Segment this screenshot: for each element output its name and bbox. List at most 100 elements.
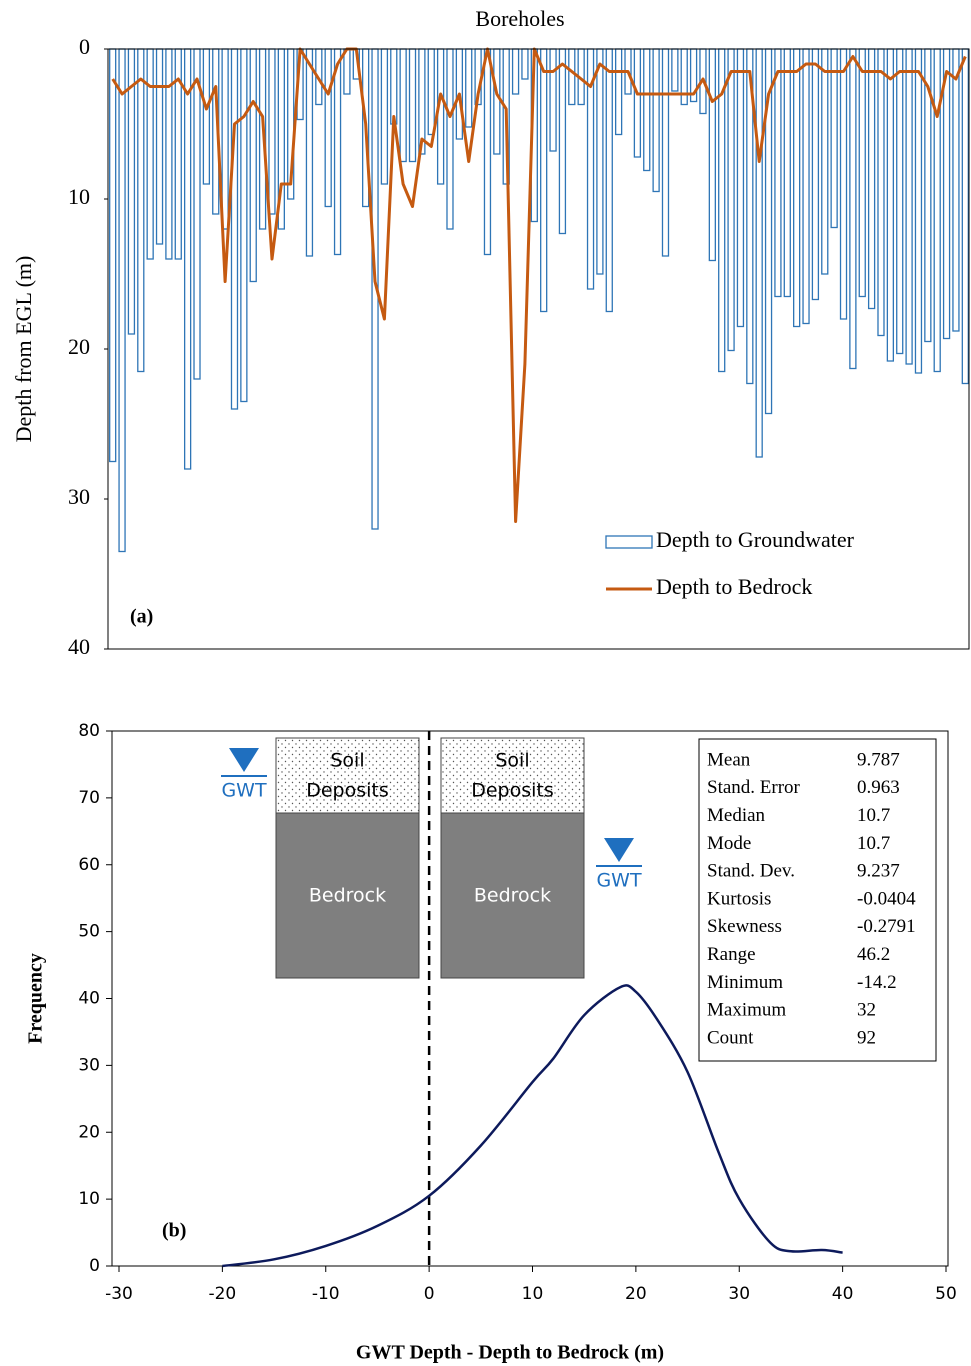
bar — [522, 49, 528, 79]
bar — [484, 49, 490, 255]
x-tick-label: -10 — [312, 1284, 340, 1304]
stat-value: 10.7 — [857, 833, 890, 854]
bar — [222, 49, 228, 229]
bar — [597, 49, 603, 274]
stat-value: -0.2791 — [857, 916, 916, 937]
y-tick-label: 20 — [78, 1122, 100, 1142]
bar — [906, 49, 912, 364]
stat-value: 9.787 — [857, 749, 900, 770]
y-tick-label: 0 — [89, 1256, 100, 1276]
bedrock-label: Bedrock — [474, 885, 551, 907]
bar — [887, 49, 893, 361]
bar — [616, 49, 622, 135]
bar — [241, 49, 247, 402]
bar — [709, 49, 715, 261]
x-tick-label: 0 — [424, 1284, 435, 1304]
x-tick-label: 10 — [522, 1284, 544, 1304]
bar — [194, 49, 200, 379]
bar — [737, 49, 743, 327]
bar — [306, 49, 312, 256]
bar — [203, 49, 209, 184]
stat-value: 10.7 — [857, 805, 890, 826]
bar — [962, 49, 968, 384]
stat-value: -14.2 — [857, 972, 897, 993]
gwt-label: GWT — [221, 780, 267, 802]
soil-label: Deposits — [306, 780, 389, 802]
bar — [325, 49, 331, 207]
bar — [466, 49, 472, 127]
x-tick-label: 20 — [625, 1284, 647, 1304]
bar — [662, 49, 668, 256]
bar — [653, 49, 659, 192]
stat-value: -0.0404 — [857, 888, 916, 909]
y-tick-label: 10 — [68, 184, 90, 209]
stat-value: 9.237 — [857, 861, 900, 882]
panel-label: (a) — [130, 606, 153, 628]
bar — [494, 49, 500, 154]
bar — [513, 49, 519, 94]
bar — [756, 49, 762, 457]
y-tick-label: 0 — [79, 34, 90, 59]
x-tick-label: 50 — [935, 1284, 957, 1304]
bar — [344, 49, 350, 94]
bar — [550, 49, 556, 151]
soil-label: Soil — [330, 750, 364, 772]
y-tick-label: 60 — [78, 855, 100, 875]
bar — [822, 49, 828, 274]
bar — [110, 49, 116, 462]
bar — [869, 49, 875, 309]
stat-label: Minimum — [707, 972, 783, 993]
stat-value: 32 — [857, 1000, 876, 1021]
bar — [269, 49, 275, 214]
y-tick-label: 50 — [78, 922, 100, 942]
stat-label: Mean — [707, 749, 751, 770]
bar — [391, 49, 397, 124]
y-tick-label: 30 — [78, 1055, 100, 1075]
soil-label: Soil — [495, 750, 529, 772]
stat-label: Median — [707, 805, 766, 826]
y-tick-label: 40 — [68, 634, 90, 659]
x-axis-label: GWT Depth - Depth to Bedrock (m) — [356, 1342, 664, 1364]
y-tick-label: 40 — [78, 989, 100, 1009]
stat-label: Maximum — [707, 1000, 786, 1021]
bar — [672, 49, 678, 91]
bar — [784, 49, 790, 297]
bar — [831, 49, 837, 228]
bar — [128, 49, 134, 334]
bar — [915, 49, 921, 373]
stat-label: Stand. Dev. — [707, 861, 795, 882]
x-tick-label: -20 — [208, 1284, 236, 1304]
y-tick-label: 70 — [78, 788, 100, 808]
legend-label: Depth to Bedrock — [656, 574, 812, 599]
y-tick-label: 20 — [68, 334, 90, 359]
bar — [185, 49, 191, 469]
bar — [644, 49, 650, 171]
stat-value: 92 — [857, 1027, 876, 1048]
y-tick-label: 80 — [78, 721, 100, 741]
panel-label: (b) — [162, 1220, 186, 1242]
bedrock-label: Bedrock — [309, 885, 386, 907]
bar — [119, 49, 125, 552]
stat-label: Range — [707, 944, 756, 965]
bar — [850, 49, 856, 369]
stat-label: Mode — [707, 833, 751, 854]
bar — [803, 49, 809, 324]
bar — [775, 49, 781, 297]
bar — [794, 49, 800, 327]
bar — [897, 49, 903, 354]
bar — [859, 49, 865, 297]
bar — [335, 49, 341, 255]
bar — [634, 49, 640, 157]
gwt-label: GWT — [596, 870, 642, 892]
x-tick-label: 40 — [832, 1284, 854, 1304]
stat-label: Kurtosis — [707, 888, 771, 909]
figure: BoreholesDepth from EGL (m)010203040Dept… — [0, 0, 971, 1366]
water-table-icon — [229, 748, 259, 772]
legend-swatch — [606, 536, 652, 548]
bar — [428, 49, 434, 135]
stat-label: Count — [707, 1027, 754, 1048]
water-table-icon — [604, 838, 634, 862]
legend-label: Depth to Groundwater — [656, 527, 855, 552]
bar — [541, 49, 547, 312]
bar — [812, 49, 818, 300]
